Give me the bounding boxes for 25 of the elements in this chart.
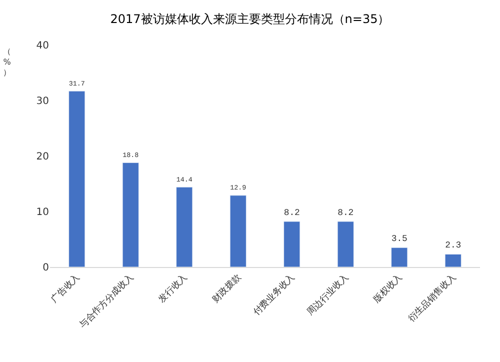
bar xyxy=(284,221,300,267)
bar xyxy=(230,195,246,267)
y-tick-label: 30 xyxy=(36,96,49,107)
x-tick-label: 衍生品销售收入 xyxy=(406,272,458,324)
x-tick-label: 发行收入 xyxy=(156,272,190,306)
chart-title: 2017被访媒体收入来源主要类型分布情况（n=35） xyxy=(110,12,390,26)
bar xyxy=(391,247,408,267)
x-tick-label: 周边行业收入 xyxy=(304,272,351,318)
y-tick-label: 0 xyxy=(42,262,49,274)
data-label: 3.5 xyxy=(391,234,408,244)
x-tick-label: 付费业务收入 xyxy=(251,272,298,318)
y-axis-title: （%） xyxy=(3,47,12,77)
bar xyxy=(122,162,139,267)
bar xyxy=(68,90,86,267)
data-label: 8.2 xyxy=(338,208,354,218)
data-label: 2.3 xyxy=(445,240,462,251)
bar xyxy=(337,221,354,267)
data-label: 8.2 xyxy=(284,208,300,218)
bar xyxy=(176,186,193,267)
x-tick-label: 版权收入 xyxy=(371,272,405,306)
bar xyxy=(444,254,462,267)
y-tick-label: 10 xyxy=(36,207,49,218)
y-tick-label: 20 xyxy=(36,152,49,162)
x-tick-label: 财政拨款 xyxy=(210,272,244,306)
y-tick-label: 40 xyxy=(36,40,49,52)
